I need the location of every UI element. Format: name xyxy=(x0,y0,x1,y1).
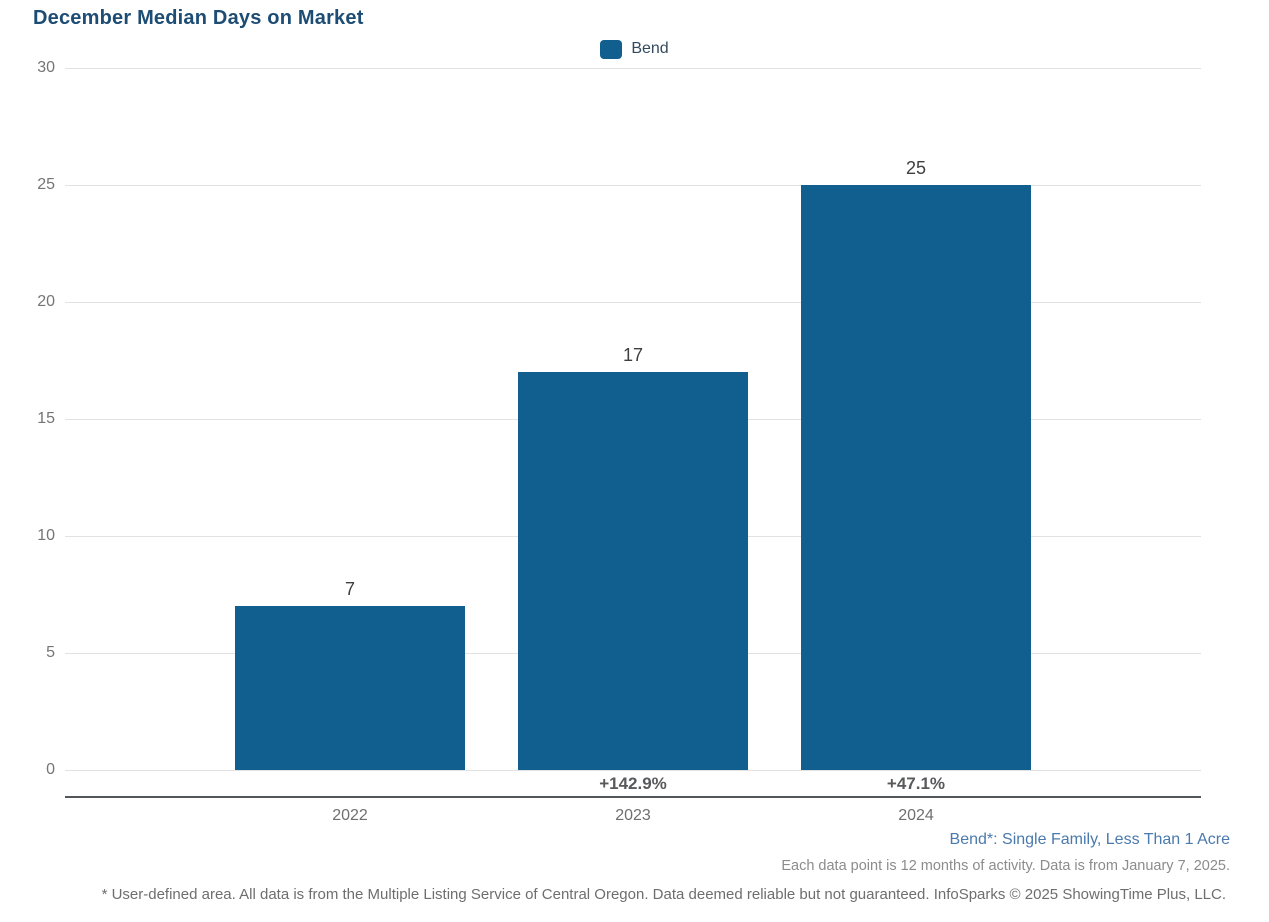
pct-change-label: +142.9% xyxy=(599,774,667,793)
y-tick-label: 15 xyxy=(37,410,55,427)
bar-2024[interactable] xyxy=(801,185,1031,770)
y-tick-label: 20 xyxy=(37,293,55,310)
footnote-disclaimer: * User-defined area. All data is from th… xyxy=(101,886,1226,903)
y-tick-label: 0 xyxy=(46,761,55,778)
bar-2023[interactable] xyxy=(518,372,748,770)
x-axis-line xyxy=(65,796,1201,798)
gridline xyxy=(65,185,1201,186)
chart-title: December Median Days on Market xyxy=(33,7,364,29)
gridline xyxy=(65,68,1201,69)
gridline xyxy=(65,770,1201,771)
pct-change-label: +47.1% xyxy=(886,774,946,793)
bar-value-label: 25 xyxy=(905,158,927,178)
bar-value-label: 7 xyxy=(344,579,355,600)
legend-label: Bend xyxy=(631,40,669,57)
y-tick-label: 30 xyxy=(37,59,55,76)
x-tick-label: 2024 xyxy=(898,807,934,824)
y-tick-label: 5 xyxy=(46,644,55,661)
bar-2022[interactable] xyxy=(235,606,465,770)
y-tick-label: 10 xyxy=(37,527,55,544)
footnote-series-definition: Bend*: Single Family, Less Than 1 Acre xyxy=(949,831,1230,848)
footnote-activity-note: Each data point is 12 months of activity… xyxy=(781,858,1230,874)
x-tick-label: 2022 xyxy=(332,807,368,824)
bar-value-label: 17 xyxy=(622,345,644,366)
x-tick-label: 2023 xyxy=(615,807,651,824)
legend-swatch-icon xyxy=(600,39,623,59)
y-tick-label: 25 xyxy=(37,176,55,193)
gridline xyxy=(65,302,1201,303)
legend: Bend xyxy=(0,37,1269,61)
